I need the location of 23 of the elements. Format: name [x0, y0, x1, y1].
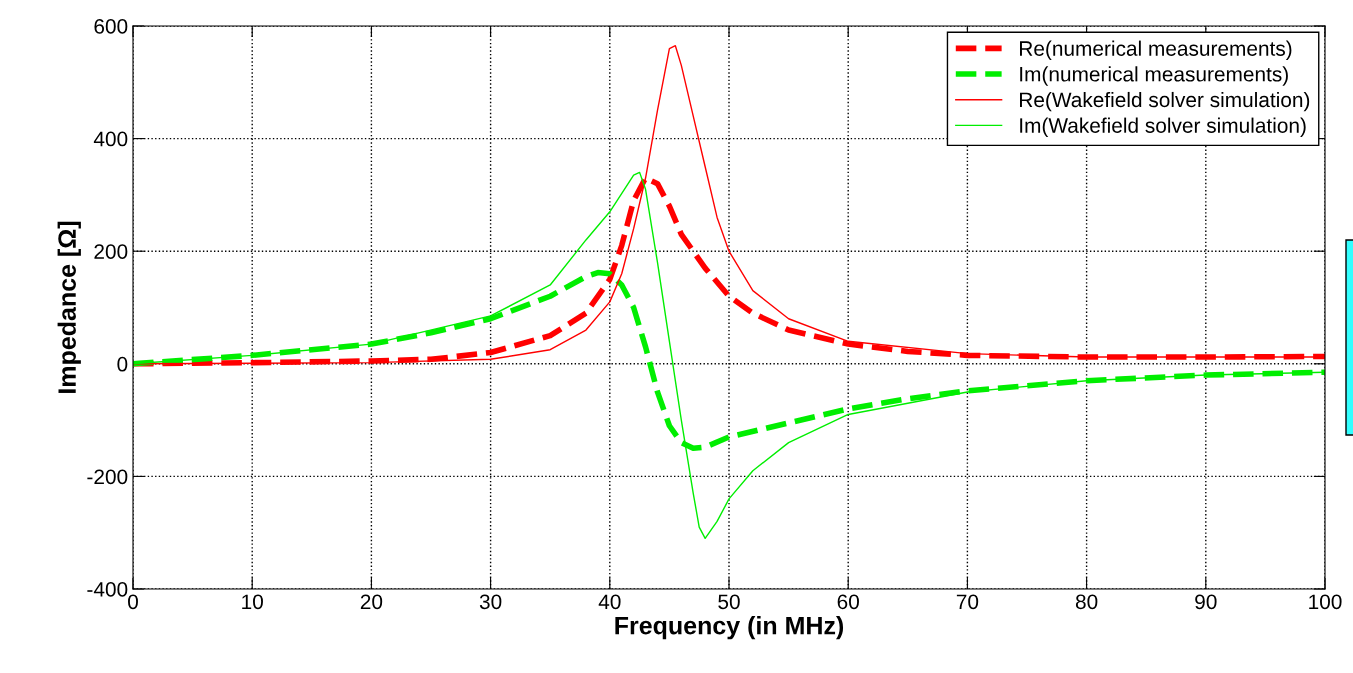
- x-tick-label: 30: [479, 594, 502, 610]
- x-tick-label: 50: [718, 594, 740, 610]
- x-tick-label: 60: [837, 594, 859, 610]
- legend-label: Im(Wakefield solver simulation): [1020, 117, 1306, 138]
- x-tick-label: 70: [956, 594, 979, 610]
- x-tick-label: 20: [360, 594, 383, 610]
- x-tick-label: 0: [128, 594, 138, 610]
- y-tick-label: 400: [93, 131, 128, 147]
- legend-label: Re(numerical measurements): [1020, 40, 1292, 60]
- x-tick-label: 80: [1075, 594, 1098, 610]
- y-axis-title: Impedance [Ω]: [57, 221, 81, 393]
- y-tick-label: 600: [94, 19, 128, 34]
- x-axis-title: Frequency (in MHz): [615, 616, 844, 640]
- x-tick-label: 100: [1309, 594, 1342, 610]
- x-tick-label: 10: [242, 594, 263, 610]
- y-tick-label: 200: [94, 244, 128, 259]
- y-tick-label: -400: [87, 582, 128, 597]
- y-tick-label: 0: [117, 356, 128, 372]
- x-tick-label: 90: [1195, 594, 1217, 610]
- x-tick-label: 40: [598, 594, 621, 610]
- y-tick-label: -200: [87, 469, 128, 485]
- legend-label: Im(numerical measurements): [1020, 66, 1288, 86]
- legend-label: Re(Wakefield solver simulation): [1020, 91, 1310, 112]
